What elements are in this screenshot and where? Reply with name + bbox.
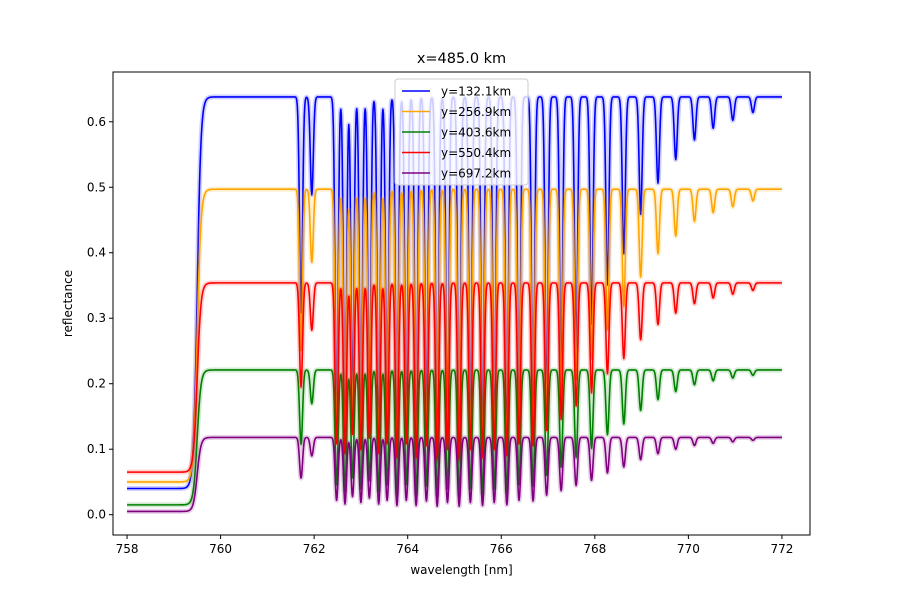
x-axis-label: wavelength [nm]: [410, 563, 512, 577]
y-tick-label: 0.2: [87, 377, 106, 391]
x-tick-label: 766: [490, 542, 513, 556]
series-line: [126, 436, 783, 513]
y-tick-label: 0.4: [87, 246, 106, 260]
legend-label: y=550.4km: [441, 146, 511, 160]
series-line: [126, 188, 783, 483]
y-tick-label: 0.3: [87, 311, 106, 325]
legend-label: y=403.6km: [441, 126, 511, 140]
legend-label: y=132.1km: [441, 85, 511, 99]
y-axis: 0.0 0.1 0.2 0.3 0.4 0.5 0.6: [87, 115, 113, 522]
x-axis: 758 760 762 764 766 768 770 772: [116, 535, 793, 556]
x-tick-label: 758: [116, 542, 139, 556]
x-tick-label: 770: [677, 542, 700, 556]
y-tick-label: 0.1: [87, 442, 106, 456]
x-tick-label: 772: [770, 542, 793, 556]
x-tick-label: 762: [303, 542, 326, 556]
x-tick-label: 760: [209, 542, 232, 556]
series-line: [126, 282, 783, 473]
legend-box: [394, 78, 529, 186]
legend-label: y=697.2km: [441, 167, 511, 181]
legend: y=132.1km y=256.9km y=403.6km y=550.4km y=69…: [394, 78, 529, 186]
y-axis-label: reflectance: [61, 270, 75, 337]
plot-frame: [112, 71, 811, 536]
x-tick-label: 768: [583, 542, 606, 556]
y-tick-label: 0.6: [87, 115, 106, 129]
y-tick-label: 0.5: [87, 180, 106, 194]
legend-label: y=256.9km: [441, 105, 511, 119]
series-line: [126, 369, 783, 506]
y-tick-label: 0.0: [87, 508, 106, 522]
x-tick-label: 764: [396, 542, 419, 556]
chart-title: x=485.0 km: [417, 51, 506, 67]
